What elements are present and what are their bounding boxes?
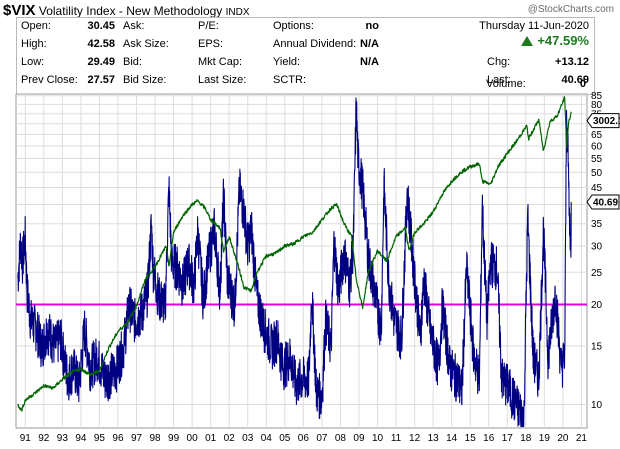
x-tick-label: 16 — [483, 433, 495, 444]
vix-last-tag-box — [586, 194, 620, 210]
x-tick-label: 01 — [205, 433, 217, 444]
volume-label: Volume: — [486, 78, 526, 90]
x-tick-label: 97 — [131, 433, 143, 444]
brand-logo: @StockCharts.com — [528, 3, 614, 15]
x-axis: 91 92 93 94 95 96 97 98 99 00 01 02 03 04 05 06 07 08 09 10… — [20, 433, 588, 444]
x-tick-label: 17 — [502, 433, 514, 444]
x-tick-label: 09 — [353, 433, 365, 444]
y-tick-label: 35 — [591, 219, 603, 230]
x-tick-label: 99 — [168, 433, 180, 444]
x-tick-label: 05 — [279, 433, 291, 444]
spx-value-tag-box — [586, 113, 620, 129]
ask-size-label: Ask Size: — [123, 38, 169, 50]
change-percent: +47.59% — [457, 34, 589, 49]
x-tick-label: 00 — [187, 433, 199, 444]
x-tick-label: 02 — [224, 433, 236, 444]
x-tick-label: 20 — [557, 433, 569, 444]
annual-dividend-label: Annual Dividend: — [273, 38, 357, 50]
open-label: Open: — [21, 20, 51, 32]
low-label: Low: — [21, 56, 45, 68]
low-value: 29.49 — [87, 56, 115, 68]
y-tick-label: 25 — [591, 268, 603, 279]
y-tick-label: 50 — [591, 168, 603, 179]
y-tick-label: 15 — [591, 342, 603, 353]
change-percent-value: +47.59% — [537, 33, 589, 48]
last-size-label: Last Size: — [198, 74, 247, 86]
x-tick-label: 04 — [261, 433, 273, 444]
y-tick-label: 65 — [591, 130, 603, 141]
prev-close-label: Prev Close: — [21, 74, 78, 86]
prev-close-value: 27.57 — [87, 74, 115, 86]
x-tick-label: 19 — [539, 433, 551, 444]
spx-value-tag: 3002.1 — [586, 113, 620, 129]
spx-line — [17, 96, 572, 412]
quote-date: Thursday 11-Jun-2020 — [479, 20, 589, 32]
y-tick-label: 10 — [591, 400, 603, 411]
y-tick-label: 20 — [591, 300, 603, 311]
x-tick-label: 94 — [75, 433, 87, 444]
open-value: 30.45 — [87, 20, 115, 32]
quote-panel: Open: 30.45 High: 42.58 Low: 29.49 Prev … — [16, 17, 595, 95]
x-tick-label: 06 — [298, 433, 310, 444]
vix-last-tag: 40.69 — [586, 194, 620, 210]
high-value: 42.58 — [87, 38, 115, 50]
y-axis: 10152025303540455055606570758085 — [591, 91, 603, 411]
x-tick-label: 08 — [335, 433, 347, 444]
chg-value: +13.12 — [555, 56, 589, 68]
options-value: no — [365, 20, 379, 32]
yield-label: Yield: — [273, 56, 301, 68]
x-tick-label: 95 — [94, 433, 106, 444]
y-tick-label: 85 — [591, 91, 603, 102]
x-tick-label: 92 — [38, 433, 50, 444]
last-label: Last: — [487, 74, 511, 86]
x-tick-label: 98 — [149, 433, 161, 444]
x-tick-label: 07 — [316, 433, 328, 444]
x-tick-label: 18 — [520, 433, 532, 444]
chg-label: Chg: — [487, 56, 511, 68]
pe-label: P/E: — [198, 20, 219, 32]
y-tick-label: 55 — [591, 154, 603, 165]
x-tick-label: 11 — [391, 433, 402, 444]
exchange-label: INDX — [225, 7, 250, 18]
symbol: $VIX — [3, 2, 36, 19]
eps-label: EPS: — [198, 38, 224, 50]
ask-label: Ask: — [123, 20, 145, 32]
y-tick-label: 80 — [591, 100, 603, 111]
x-tick-label: 10 — [372, 433, 384, 444]
mktcap-label: Mkt Cap: — [198, 56, 243, 68]
y-tick-label: 60 — [591, 141, 603, 152]
high-label: High: — [21, 38, 47, 50]
x-tick-label: 03 — [242, 433, 254, 444]
x-tick-label: 12 — [409, 433, 421, 444]
bid-size-label: Bid Size: — [123, 74, 167, 86]
bid-label: Bid: — [123, 56, 142, 68]
x-tick-label: 91 — [20, 433, 32, 444]
symbol-description: Volatility Index - New Methodology — [38, 4, 223, 18]
x-tick-label: 93 — [57, 433, 69, 444]
spx-value-tag-text: 3002.1 — [593, 116, 620, 127]
x-tick-label: 21 — [576, 433, 588, 444]
volume-value: 0 — [579, 78, 586, 90]
y-tick-label: 45 — [591, 183, 603, 194]
chart-title: $VIX Volatility Index - New Methodology … — [3, 2, 250, 19]
options-label: Options: — [273, 20, 314, 32]
x-tick-label: 14 — [446, 433, 458, 444]
last-value: 40.69 — [561, 74, 589, 86]
x-tick-label: 13 — [428, 433, 440, 444]
sctr-label: SCTR: — [273, 74, 306, 86]
up-arrow-icon — [521, 36, 534, 46]
x-tick-label: 96 — [112, 433, 124, 444]
vix-line — [17, 97, 572, 428]
y-tick-label: 30 — [591, 241, 603, 252]
annual-dividend-value: N/A — [360, 38, 379, 50]
value-tags: 3002.1 40.69 — [586, 113, 620, 210]
yield-value: N/A — [360, 56, 379, 68]
brand-text: @StockCharts.com — [527, 4, 614, 15]
x-tick-label: 15 — [465, 433, 477, 444]
vix-last-tag-text: 40.69 — [593, 198, 618, 209]
chart-series — [17, 96, 572, 428]
